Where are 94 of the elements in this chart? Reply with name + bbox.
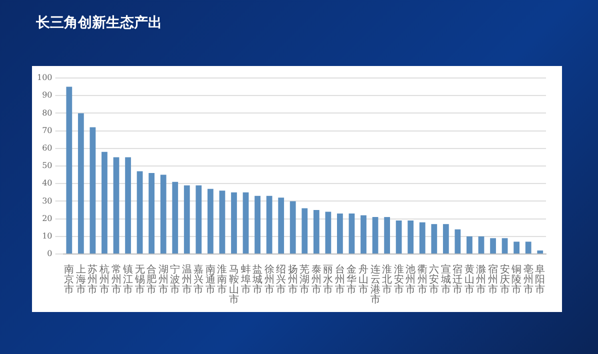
bar: [478, 236, 484, 254]
chart-title: 长三角创新生态产出: [36, 14, 162, 32]
bar: [102, 152, 108, 254]
x-tick-label: 宿迁市: [452, 264, 463, 296]
bar: [90, 127, 96, 254]
bar: [384, 217, 390, 254]
x-tick-label: 镇江市: [122, 264, 134, 296]
x-tick-label: 南通市: [205, 264, 216, 296]
y-tick-label: 0: [47, 249, 52, 258]
y-tick-label: 80: [42, 108, 52, 118]
bar: [431, 224, 438, 254]
x-tick-label: 舟山市: [358, 264, 369, 296]
x-tick-label: 宿州市: [488, 264, 498, 296]
bar: [408, 220, 414, 254]
x-tick-label: 扬州市: [288, 264, 298, 296]
x-tick-label: 苏州市: [88, 264, 98, 296]
x-tick-label: 金华市: [346, 264, 357, 296]
bar: [419, 222, 426, 254]
x-tick-label: 湖州市: [158, 264, 168, 296]
y-tick-label: 50: [42, 161, 52, 170]
x-tick-label: 衢州市: [417, 264, 428, 296]
bar: [290, 201, 296, 254]
x-tick-label: 马鞍山市: [228, 264, 239, 306]
x-tick-label: 盐城市: [252, 264, 263, 296]
x-tick-label: 上海市: [76, 264, 86, 296]
x-tick-label: 绍兴市: [276, 264, 286, 296]
x-tick-label: 徐州市: [264, 264, 274, 296]
x-tick-label: 淮安市: [394, 264, 404, 296]
y-tick-label: 90: [42, 90, 52, 100]
x-tick-label: 无锡市: [134, 264, 145, 296]
x-tick-label: 滁州市: [476, 264, 486, 296]
bar: [313, 210, 320, 254]
bar: [490, 238, 496, 254]
x-tick-label: 宁波市: [170, 264, 180, 296]
bar: [348, 214, 355, 254]
bar: [172, 182, 178, 254]
bar: [160, 174, 166, 254]
bar: [360, 215, 366, 254]
bar: [372, 217, 378, 254]
bar: [136, 171, 143, 254]
x-tick-label: 泰州市: [311, 264, 322, 296]
bar: [125, 157, 131, 254]
bar: [254, 196, 260, 254]
bar: [502, 238, 508, 254]
bar: [302, 208, 308, 254]
x-tick-label: 淮南市: [217, 264, 228, 296]
bar: [514, 242, 520, 254]
x-tick-label: 台州市: [334, 264, 345, 296]
bar: [66, 86, 72, 254]
x-tick-label: 连云港市: [370, 264, 380, 306]
y-tick-label: 40: [42, 178, 52, 188]
x-tick-label: 蚌埠市: [240, 264, 251, 296]
x-tick-label: 温州市: [182, 264, 192, 296]
bar: [219, 190, 226, 254]
bar: [148, 173, 155, 254]
y-tick-label: 100: [36, 73, 52, 82]
y-tick-label: 10: [42, 231, 52, 240]
x-tick-label: 阜阳市: [535, 264, 546, 296]
x-tick-label: 池州市: [406, 264, 416, 296]
x-tick-label: 淮北市: [382, 264, 392, 296]
bar: [266, 196, 272, 254]
bar: [231, 192, 237, 254]
bar: [396, 220, 402, 254]
x-tick-label: 芜湖市: [300, 264, 310, 296]
x-tick-label: 铜陵市: [510, 264, 522, 296]
x-tick-label: 安庆市: [500, 264, 510, 296]
x-tick-label: 黄山市: [464, 264, 474, 296]
x-tick-label: 南京市: [64, 264, 74, 296]
bar: [454, 229, 461, 254]
bar: [113, 157, 120, 254]
y-tick-label: 70: [42, 126, 52, 135]
x-tick-label: 嘉兴市: [194, 264, 204, 296]
bar: [242, 192, 249, 254]
bar: [208, 188, 214, 254]
bar: [537, 250, 544, 254]
x-tick-label: 常州市: [111, 264, 122, 296]
bar: [278, 198, 284, 254]
bar: [196, 185, 202, 254]
x-tick-label: 宣城市: [440, 264, 451, 296]
x-tick-label: 亳州市: [523, 264, 534, 296]
x-tick-label: 合肥市: [146, 264, 157, 296]
bar: [442, 224, 449, 254]
x-tick-label: 杭州市: [98, 264, 110, 296]
bar: [337, 214, 343, 254]
y-tick-label: 20: [42, 214, 52, 223]
y-tick-label: 30: [42, 196, 52, 206]
bar: [466, 236, 472, 254]
x-tick-label: 丽水市: [323, 264, 334, 296]
bar: [325, 212, 332, 254]
bar: [78, 113, 84, 254]
y-tick-label: 60: [42, 143, 52, 152]
bar: [525, 242, 532, 254]
x-tick-label: 六安市: [429, 264, 440, 296]
bar: [184, 185, 190, 254]
